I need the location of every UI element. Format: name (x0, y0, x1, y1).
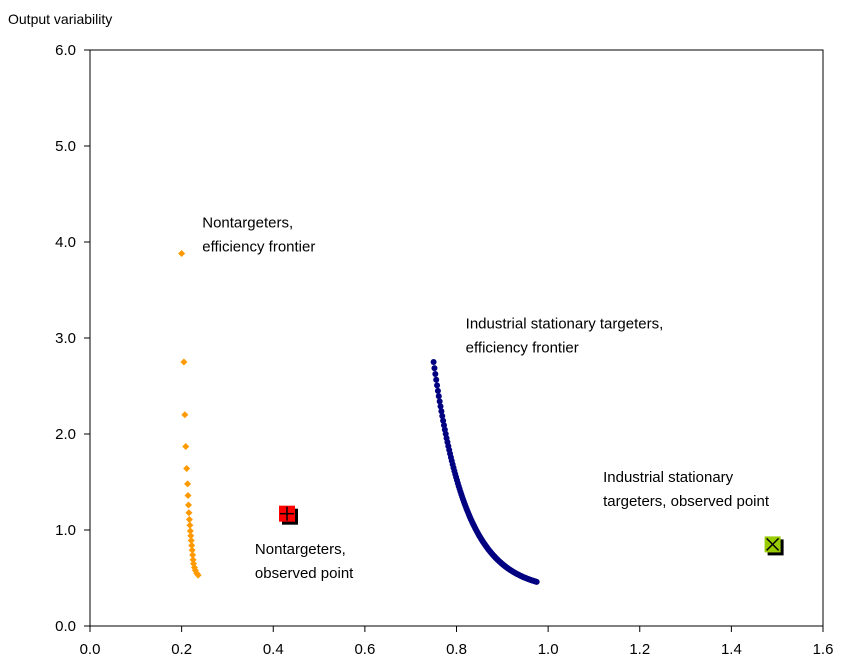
industrial-frontier-point (433, 376, 440, 383)
nontargeters-frontier-point (184, 491, 192, 499)
annotation-line: observed point (255, 565, 354, 582)
y-tick-label: 4.0 (55, 234, 76, 251)
annotation-line: Industrial stationary targeters, (466, 315, 664, 332)
nontargeters-frontier-point (183, 465, 191, 473)
nontargeters-frontier-point (194, 571, 202, 579)
industrial-frontier-point (533, 578, 540, 585)
y-axis-title: Output variability (8, 11, 112, 27)
y-tick-label: 3.0 (55, 330, 76, 347)
annotation-line: Nontargeters, (202, 215, 293, 232)
industrial-frontier-point (430, 359, 437, 365)
y-tick-label: 5.0 (55, 138, 76, 155)
plot-area (89, 49, 824, 627)
industrial-frontier-point (440, 417, 447, 424)
x-tick-label: 0.0 (80, 641, 101, 658)
industrial-frontier-point (434, 382, 441, 389)
nontargeters-frontier-point (186, 527, 194, 535)
x-tick-label: 0.8 (446, 641, 467, 658)
annotation-line: Industrial stationary (603, 469, 734, 486)
annotation-line: targeters, observed point (603, 493, 770, 510)
nontargeters-frontier-point (181, 411, 189, 419)
nontargeters-frontier-point (184, 480, 192, 488)
nontargeters-frontier-point (189, 551, 197, 559)
nontargeters-frontier-point (185, 515, 193, 523)
nontargeters-frontier-point (180, 358, 188, 366)
y-tick-label: 0.0 (55, 618, 76, 635)
annotations: Nontargeters, efficiency frontierIndustri… (202, 215, 770, 582)
y-tick-label: 1.0 (55, 522, 76, 539)
nontargeters-frontier-point (188, 541, 196, 549)
nontargeters-frontier-point (186, 521, 194, 529)
industrial-frontier-point (432, 371, 439, 378)
x-tick-label: 0.4 (263, 641, 284, 658)
x-mark-b (766, 537, 780, 551)
nontargeters-frontier-point (182, 442, 190, 450)
annotation-line: efficiency frontier (202, 239, 315, 256)
nontargeters-frontier-point (184, 501, 192, 509)
annotation-line: efficiency frontier (466, 339, 579, 356)
x-tick-label: 1.2 (629, 641, 650, 658)
y-tick-label: 6.0 (55, 42, 76, 59)
nontargeters-frontier-point (178, 250, 186, 258)
annotation-industrial-observed: Industrial stationary targeters, observed… (603, 469, 770, 510)
y-tick-label: 2.0 (55, 426, 76, 443)
x-tick-label: 0.2 (171, 641, 192, 658)
annotation-nontargeters-frontier: Nontargeters, efficiency frontier (202, 215, 315, 256)
nontargeters-frontier-point (187, 532, 195, 540)
industrial-frontier-point (434, 387, 441, 394)
nontargeters-frontier-point (188, 546, 196, 554)
industrial-frontier-point (436, 398, 443, 405)
industrial-frontier-point (437, 403, 444, 410)
nontargeters-frontier-point (185, 509, 193, 517)
industrial-frontier-point (439, 413, 446, 420)
annotation-industrial-frontier: Industrial stationary targeters, efficien… (466, 315, 664, 356)
industrial-frontier-point (431, 365, 438, 372)
industrial-frontier-point (435, 393, 442, 400)
nontargeters-frontier-point (187, 537, 195, 545)
industrial-frontier-point (438, 408, 445, 415)
x-tick-label: 1.4 (721, 641, 742, 658)
data-marks (178, 250, 784, 585)
annotation-line: Nontargeters, (255, 541, 346, 558)
annotation-nontargeters-observed: Nontargeters, observed point (255, 541, 354, 582)
x-tick-label: 0.6 (354, 641, 375, 658)
axis-ticks: 0.0 0.2 0.4 0.6 0.8 1.0 1.2 1.4 1.6 0.0 1.0 2.0 3.0 4… (55, 42, 833, 658)
x-tick-label: 1.0 (538, 641, 559, 658)
x-tick-label: 1.6 (813, 641, 834, 658)
